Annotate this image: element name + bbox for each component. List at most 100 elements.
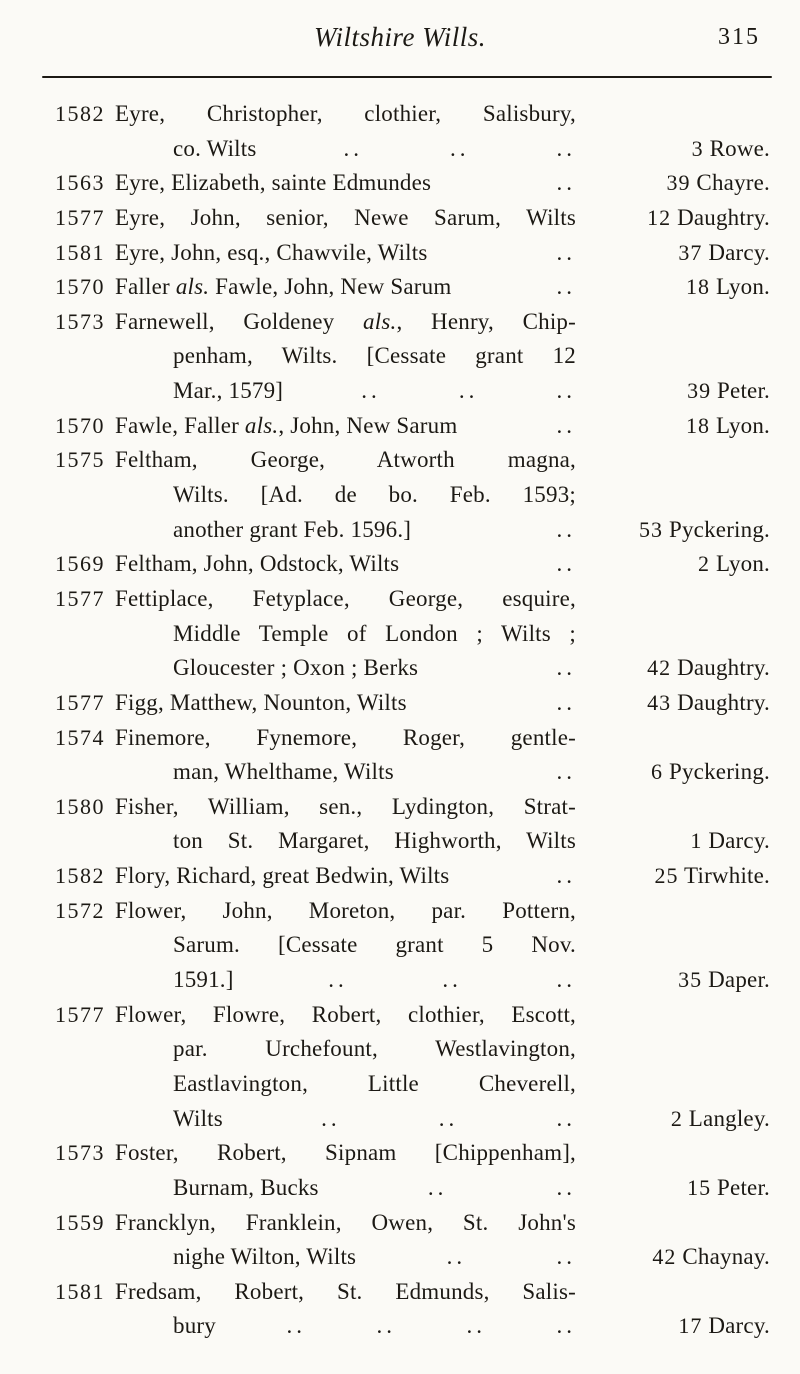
reference-number: 12: [647, 204, 672, 230]
dot-leader: ..: [427, 1174, 448, 1200]
page-title: Wiltshire Wills.: [313, 22, 487, 52]
entry-text: Eyre, Christopher, clothier, Salisbury,: [115, 101, 576, 126]
entry-reference: 39 Chayre.: [590, 166, 770, 201]
entry-text-cell: Eastlavington, Little Cheverell,: [115, 1067, 590, 1102]
entry-text: Eyre, Elizabeth, sainte Edmundes: [115, 170, 432, 196]
reference-number: 1: [690, 828, 703, 854]
reference-name: Daughtry.: [677, 655, 770, 681]
entry-year: 1577: [55, 1001, 105, 1027]
entry-text: Fisher, William, sen., Lydington, Strat-: [115, 793, 576, 819]
entry-reference: 42 Daughtry.: [590, 651, 770, 686]
dot-leader: ..: [446, 1244, 467, 1270]
entry-line: Sarum. [Cessate grant 5 Nov.: [55, 928, 770, 963]
entry-text: Gloucester ; Oxon ; Berks: [173, 655, 419, 681]
dot-leader: ..: [321, 1105, 341, 1131]
entry-text: Flower, John, Moreton, par. Pottern,: [115, 897, 576, 923]
reference-number: 42: [652, 1244, 677, 1270]
reference-number: 3: [691, 135, 704, 161]
entry-line: bury........ 17 Darcy.: [55, 1309, 770, 1344]
entry-reference: 35 Daper.: [590, 963, 770, 998]
reference-number: 6: [651, 759, 664, 785]
entry-year: 1582: [55, 863, 105, 889]
entry-text-cell: Eyre, John, senior, Newe Sarum, Wilts: [115, 201, 590, 236]
entry-reference: 12 Daughtry.: [590, 201, 770, 236]
entry-reference: 42 Chaynay.: [590, 1240, 770, 1275]
entry-line: 1573 Farnewell, Goldeney als., Henry, Chi…: [55, 305, 770, 340]
entry-line: Wilts. [Ad. de bo. Feb. 1593;: [55, 478, 770, 513]
entry-text-cell: ton St. Margaret, Highworth, Wilts: [115, 824, 590, 859]
entry-reference: 1 Darcy.: [590, 824, 770, 859]
entry-line: 1577 Figg, Matthew, Nounton, Wilts.. 43 Da…: [55, 686, 770, 721]
entry-year: 1577: [55, 204, 105, 230]
dot-leader: ..: [556, 170, 576, 196]
entry-reference: 39 Peter.: [590, 374, 770, 409]
entry-text-cell: Eyre, Christopher, clothier, Salisbury,: [115, 97, 590, 132]
entry-text-cell: Flory, Richard, great Bedwin, Wilts..: [115, 859, 590, 894]
entry-text-cell: Flower, John, Moreton, par. Pottern,: [115, 894, 590, 929]
entry-line: 1572 Flower, John, Moreton, par. Pottern,: [55, 894, 770, 929]
entry-line: co. Wilts...... 3 Rowe.: [55, 132, 770, 167]
dot-leader: ..: [438, 1105, 459, 1131]
entry-line: 1570 Fawle, Faller als., John, New Sarum.…: [55, 409, 770, 444]
dot-leader: ..: [556, 967, 576, 993]
reference-number: 39: [687, 378, 712, 404]
entry-text: man, Whelthame, Wilts: [173, 759, 394, 785]
dot-leader: ..: [442, 967, 462, 993]
reference-number: 53: [639, 516, 664, 542]
dot-leader: ..: [556, 516, 576, 542]
reference-name: Tirwhite.: [684, 863, 770, 889]
entry-text-cell: Feltham, George, Atworth magna,: [115, 443, 590, 478]
entry-year: 1575: [55, 447, 105, 473]
entry-line: 1580 Fisher, William, sen., Lydington, St…: [55, 790, 770, 825]
entry-text-cell: Wilts......: [115, 1102, 590, 1137]
entry-year: 1569: [55, 551, 105, 577]
dot-leader: ..: [556, 689, 576, 715]
entry-text-cell: Fettiplace, Fetyplace, George, esquire,: [115, 582, 590, 617]
reference-number: 18: [686, 412, 711, 438]
entry-text: Feltham, George, Atworth magna,: [115, 447, 576, 473]
entry-text: Flower, Flowre, Robert, clothier, Escott…: [115, 1001, 576, 1027]
entry-text: 1591.]: [173, 967, 234, 993]
entry-text-cell: man, Whelthame, Wilts..: [115, 755, 590, 790]
entry-line: Eastlavington, Little Cheverell,: [55, 1067, 770, 1102]
entry-year: 1559: [55, 1209, 105, 1235]
reference-number: 35: [678, 967, 703, 993]
entry-text: Wilts. [Ad. de bo. Feb. 1593;: [173, 482, 576, 508]
entry-line: man, Whelthame, Wilts.. 6 Pyckering.: [55, 755, 770, 790]
reference-name: Darcy.: [708, 239, 770, 265]
entry-text-cell: Eyre, Elizabeth, sainte Edmundes..: [115, 166, 590, 201]
entry-line: 1581 Eyre, John, esq., Chawvile, Wilts.. 3…: [55, 236, 770, 271]
dot-leader: ..: [556, 1313, 576, 1339]
entry-text-cell: par. Urchefount, Westlavington,: [115, 1032, 590, 1067]
entry-text: Flory, Richard, great Bedwin, Wilts: [115, 863, 450, 889]
entry-text: Farnewell, Goldeney als., Henry, Chip-: [115, 308, 576, 334]
page-number: 315: [718, 24, 760, 50]
entry-line: Wilts...... 2 Langley.: [55, 1102, 770, 1137]
entry-text: Eyre, John, esq., Chawvile, Wilts: [115, 239, 428, 265]
entry-line: 1577 Eyre, John, senior, Newe Sarum, Wilt…: [55, 201, 770, 236]
entry-text: Finemore, Fynemore, Roger, gentle-: [115, 724, 576, 750]
entry-text-cell: penham, Wilts. [Cessate grant 12: [115, 339, 590, 374]
reference-number: 17: [678, 1313, 703, 1339]
entry-year: 1563: [55, 170, 105, 196]
entry-text-cell: Eyre, John, esq., Chawvile, Wilts..: [115, 236, 590, 271]
entry-reference: 25 Tirwhite.: [590, 859, 770, 894]
entry-line: penham, Wilts. [Cessate grant 12: [55, 339, 770, 374]
reference-name: Chaynay.: [682, 1244, 770, 1270]
entry-line: ton St. Margaret, Highworth, Wilts 1 Darc…: [55, 824, 770, 859]
dot-leader: ..: [556, 135, 576, 161]
reference-number: 2: [698, 551, 711, 577]
entry-text-cell: Fisher, William, sen., Lydington, Strat-: [115, 790, 590, 825]
entry-text: Figg, Matthew, Nounton, Wilts: [115, 689, 407, 715]
dot-leader: ..: [466, 1313, 486, 1339]
entry-text-cell: Faller als. Fawle, John, New Sarum..: [115, 270, 590, 305]
entry-text-cell: Gloucester ; Oxon ; Berks..: [115, 651, 590, 686]
reference-name: Chayre.: [696, 170, 770, 196]
entry-line: Mar., 1579]...... 39 Peter.: [55, 374, 770, 409]
entry-year: 1572: [55, 897, 105, 923]
dot-leader: ..: [361, 378, 381, 404]
dot-leader: ..: [556, 239, 576, 265]
entry-line: 1577 Flower, Flowre, Robert, clothier, Es…: [55, 998, 770, 1033]
entry-line: 1573 Foster, Robert, Sipnam [Chippenham],: [55, 1136, 770, 1171]
